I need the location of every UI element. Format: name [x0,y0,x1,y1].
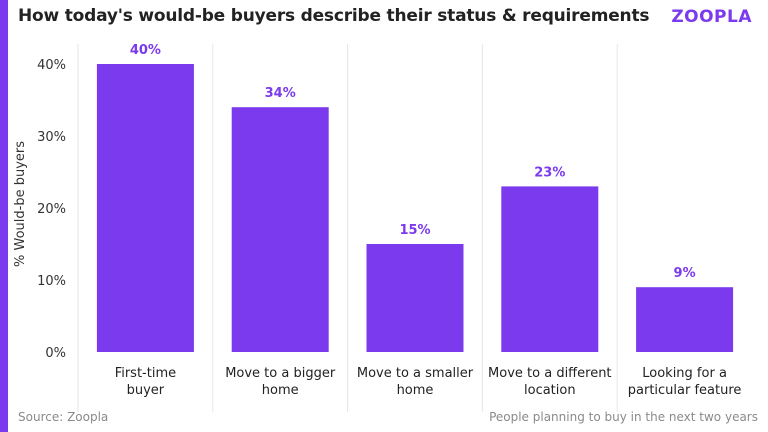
data-label: 9% [674,266,696,281]
left-accent-bar [0,0,8,432]
bar [366,244,464,352]
x-tick-label: home [397,383,434,398]
bar [501,186,599,352]
x-tick-label: Move to a different [488,366,612,381]
data-label: 15% [399,223,430,238]
data-labels: 40% 34% 15% 23% 9% [130,43,696,281]
data-label: 34% [265,86,296,101]
data-label: 23% [534,165,565,180]
x-tick-label: Move to a smaller [357,366,474,381]
x-tick-label: First-time [115,366,176,381]
y-tick-label: 20% [37,202,66,217]
data-label: 40% [130,43,161,58]
x-tick-label: Looking for a [642,366,727,381]
footnote: People planning to buy in the next two y… [489,410,758,424]
bar [231,107,329,352]
bars [96,64,734,352]
y-tick-label: 30% [37,130,66,145]
x-tick-label: home [262,383,299,398]
x-tick-label: particular feature [628,383,742,398]
chart-title: How today's would-be buyers describe the… [18,6,650,26]
y-tick-label: 10% [37,274,66,289]
bar [96,64,194,352]
x-tick-label: location [524,383,576,398]
x-tick-label: buyer [127,383,165,398]
x-tick-label: Move to a bigger [225,366,336,381]
grid-lines [77,44,618,412]
x-axis-labels: First-time buyer Move to a bigger home Move … [115,366,742,398]
bar [636,287,734,352]
y-tick-label: 40% [37,58,66,73]
y-axis-label: % Would-be buyers [13,141,28,267]
source-note: Source: Zoopla [18,410,109,424]
brand-logo: ZOOPLA [671,7,752,27]
y-axis-ticks: 0% 10% 20% 30% 40% [37,58,66,361]
y-tick-label: 0% [45,346,66,361]
